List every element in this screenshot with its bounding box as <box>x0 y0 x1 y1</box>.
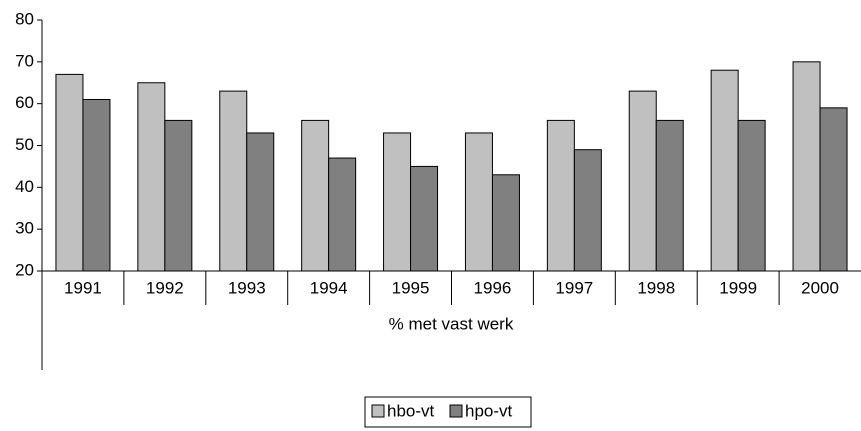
bar <box>737 119 766 272</box>
bar <box>219 90 248 272</box>
y-tick-label: 40 <box>15 177 34 196</box>
bar <box>383 132 412 272</box>
bar <box>546 119 575 272</box>
y-tick-label: 50 <box>15 135 34 154</box>
y-tick-label: 60 <box>15 93 34 112</box>
bar <box>710 69 739 272</box>
bar <box>573 149 602 272</box>
legend-box <box>364 396 532 428</box>
y-tick-label: 30 <box>15 219 34 238</box>
bar <box>164 119 193 272</box>
y-tick-label: 70 <box>15 51 34 70</box>
x-tick-label: 2000 <box>801 278 839 297</box>
bar <box>328 157 357 272</box>
x-tick-label: 1995 <box>392 278 430 297</box>
bar <box>137 82 166 272</box>
bar <box>792 61 821 272</box>
legend-swatch <box>449 404 463 418</box>
x-tick-label: 1998 <box>637 278 675 297</box>
x-tick-label: 1993 <box>228 278 266 297</box>
x-axis-label: % met vast werk <box>389 314 514 333</box>
x-tick-label: 1991 <box>64 278 102 297</box>
bar <box>55 73 84 272</box>
bar <box>410 165 439 272</box>
bar <box>301 119 330 272</box>
bar <box>628 90 657 272</box>
legend-swatch <box>371 404 385 418</box>
bar <box>246 132 275 272</box>
y-tick-label: 80 <box>15 9 34 28</box>
x-tick-label: 1994 <box>310 278 348 297</box>
legend-label: hbo-vt <box>387 401 435 420</box>
x-tick-label: 1992 <box>146 278 184 297</box>
legend-label: hpo-vt <box>465 401 513 420</box>
x-tick-label: 1997 <box>555 278 593 297</box>
bar <box>655 119 684 272</box>
bar <box>491 174 520 272</box>
x-tick-label: 1999 <box>719 278 757 297</box>
bar <box>464 132 493 272</box>
x-tick-label: 1996 <box>474 278 512 297</box>
y-tick-label: 20 <box>15 260 34 279</box>
bar <box>819 107 848 272</box>
bar <box>82 98 111 272</box>
